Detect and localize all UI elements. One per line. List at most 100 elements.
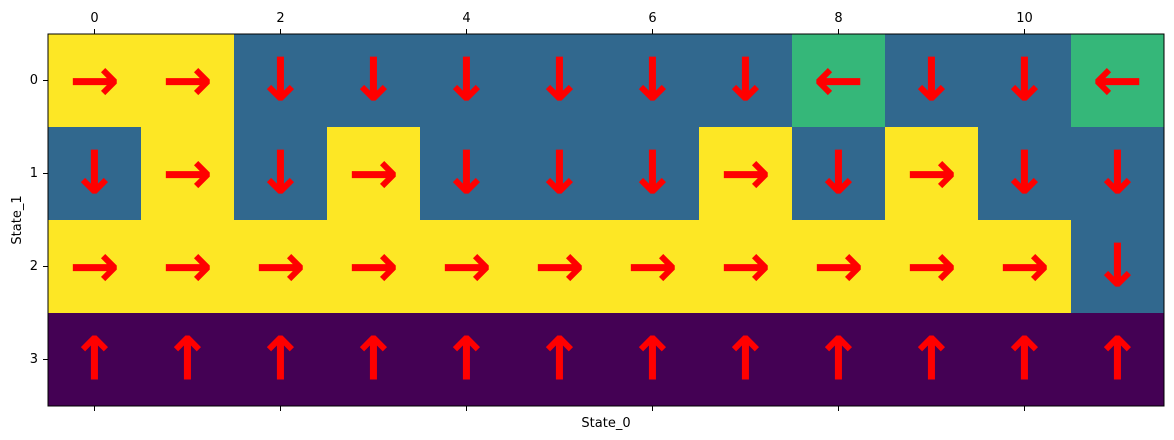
heatmap-cell <box>606 313 700 407</box>
y-axis-label: State_1 <box>10 195 25 244</box>
heatmap-cell <box>792 220 886 314</box>
policy-arrow-right: → <box>162 232 212 302</box>
policy-arrow-up: ↑ <box>906 325 956 395</box>
heatmap-cell <box>606 220 700 314</box>
x-tick-label: 2 <box>276 11 284 26</box>
heatmap-cell <box>48 127 142 221</box>
policy-arrow-up: ↑ <box>813 325 863 395</box>
heatmap-cell <box>699 34 793 128</box>
heatmap-cell <box>699 220 793 314</box>
policy-arrow-down: ↓ <box>255 46 305 116</box>
heatmap-cell <box>1071 127 1165 221</box>
policy-arrow-down: ↓ <box>813 139 863 209</box>
policy-arrow-down: ↓ <box>534 139 584 209</box>
policy-arrow-down: ↓ <box>1092 139 1142 209</box>
heatmap-cell <box>513 34 607 128</box>
policy-arrow-left: ← <box>813 46 863 116</box>
policy-arrow-up: ↑ <box>534 325 584 395</box>
policy-arrow-up: ↑ <box>348 325 398 395</box>
x-tick-label: 8 <box>834 11 842 26</box>
heatmap-cell <box>234 127 328 221</box>
heatmap-cell <box>420 127 514 221</box>
policy-arrow-up: ↑ <box>1092 325 1142 395</box>
heatmap-cell <box>141 34 235 128</box>
heatmap-cell <box>885 313 979 407</box>
heatmap-cell <box>141 127 235 221</box>
policy-arrow-up: ↑ <box>999 325 1049 395</box>
policy-arrow-down: ↓ <box>1092 232 1142 302</box>
heatmap-cell <box>606 127 700 221</box>
heatmap-cell <box>234 313 328 407</box>
heatmap-cell <box>513 220 607 314</box>
heatmap-cell <box>420 220 514 314</box>
y-tick-label: 1 <box>30 166 38 181</box>
policy-arrow-down: ↓ <box>999 46 1049 116</box>
x-axis-ticks: 0 2 4 6 8 10 <box>90 11 1033 411</box>
heatmap-cell <box>141 313 235 407</box>
heatmap-cell <box>420 34 514 128</box>
heatmap-cell <box>885 34 979 128</box>
heatmap-cell <box>234 220 328 314</box>
plot-frame <box>47 33 1165 407</box>
policy-arrow-right: → <box>348 139 398 209</box>
policy-arrow-down: ↓ <box>534 46 584 116</box>
policy-arrow-right: → <box>999 232 1049 302</box>
policy-arrow-down: ↓ <box>441 139 491 209</box>
x-axis-label: State_0 <box>581 416 630 431</box>
heatmap-cell <box>978 220 1072 314</box>
heatmap-cell <box>792 34 886 128</box>
heatmap-cell <box>885 127 979 221</box>
heatmap-cell <box>420 313 514 407</box>
heatmap-cell <box>234 34 328 128</box>
heatmap-cell <box>885 220 979 314</box>
policy-arrow-down: ↓ <box>348 46 398 116</box>
policy-arrow-up: ↑ <box>69 325 119 395</box>
policy-arrow-right: → <box>720 232 770 302</box>
heatmap-cell <box>1071 34 1165 128</box>
heatmap-cell <box>978 313 1072 407</box>
heatmap-cell <box>699 127 793 221</box>
policy-arrow-right: → <box>162 139 212 209</box>
policy-arrow-down: ↓ <box>720 46 770 116</box>
heatmap-cells <box>48 34 1165 407</box>
policy-arrow-down: ↓ <box>999 139 1049 209</box>
policy-arrow-down: ↓ <box>255 139 305 209</box>
x-tick-label: 6 <box>648 11 656 26</box>
y-axis-ticks: 0 1 2 3 <box>30 73 48 367</box>
policy-arrow-right: → <box>906 139 956 209</box>
policy-arrow-down: ↓ <box>627 46 677 116</box>
heatmap-cell <box>327 127 421 221</box>
policy-arrow-right: → <box>720 139 770 209</box>
heatmap-cell <box>513 313 607 407</box>
policy-arrow-down: ↓ <box>69 139 119 209</box>
policy-arrow-left: ← <box>1092 46 1142 116</box>
policy-arrow-down: ↓ <box>906 46 956 116</box>
heatmap-cell <box>141 220 235 314</box>
x-tick-label: 4 <box>462 11 470 26</box>
policy-arrow-down: ↓ <box>441 46 491 116</box>
x-tick-label: 10 <box>1016 11 1033 26</box>
heatmap-cell <box>1071 220 1165 314</box>
heatmap-cell <box>48 220 142 314</box>
y-tick-label: 3 <box>30 352 38 367</box>
heatmap-cell <box>792 127 886 221</box>
policy-arrow-right: → <box>813 232 863 302</box>
x-tick-label: 0 <box>90 11 98 26</box>
heatmap-cell <box>327 313 421 407</box>
policy-arrow-right: → <box>627 232 677 302</box>
policy-arrow-up: ↑ <box>441 325 491 395</box>
heatmap-cell <box>978 34 1072 128</box>
heatmap-cell <box>606 34 700 128</box>
policy-arrow-up: ↑ <box>255 325 305 395</box>
heatmap-cell <box>327 220 421 314</box>
heatmap-cell <box>48 313 142 407</box>
policy-arrow-right: → <box>348 232 398 302</box>
heatmap-cell <box>327 34 421 128</box>
policy-arrow-down: ↓ <box>627 139 677 209</box>
policy-arrow-right: → <box>906 232 956 302</box>
y-tick-label: 0 <box>30 73 38 88</box>
policy-arrow-up: ↑ <box>720 325 770 395</box>
heatmap-cell <box>699 313 793 407</box>
heatmap-cell <box>792 313 886 407</box>
